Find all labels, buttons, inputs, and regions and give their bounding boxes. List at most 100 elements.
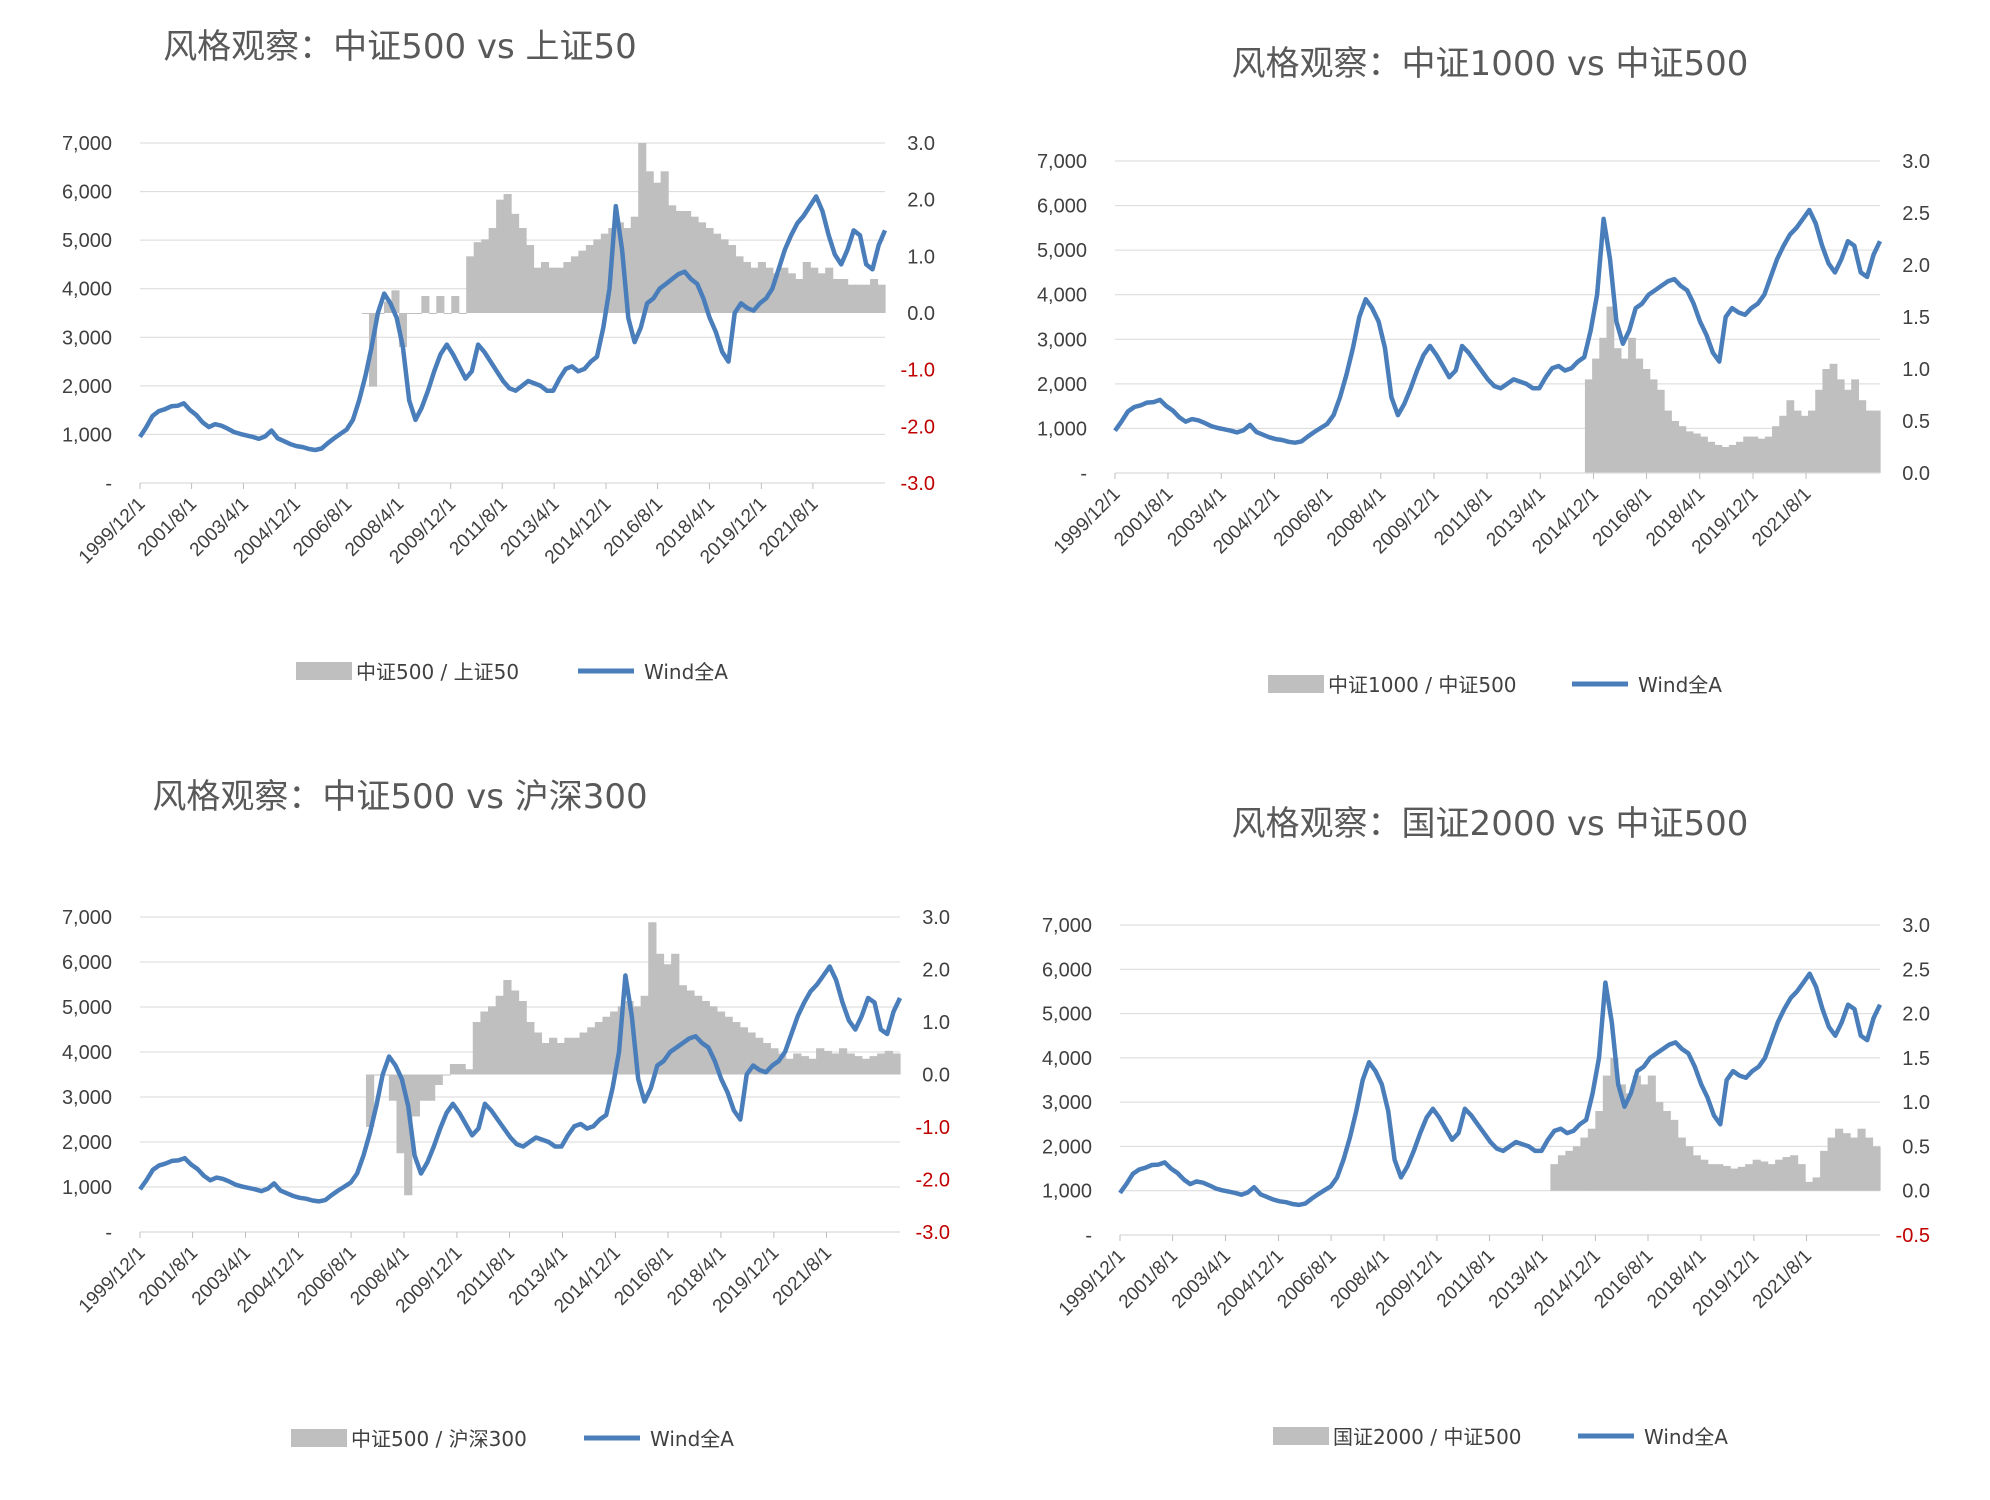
bar — [831, 1053, 840, 1075]
bar — [739, 1027, 749, 1075]
bar — [1664, 410, 1672, 473]
bar — [1805, 1181, 1814, 1191]
y-right-tick-label: 0.0 — [922, 1065, 950, 1087]
y-right-tick-label: 1.0 — [1902, 1092, 1930, 1114]
bar — [1655, 1102, 1664, 1191]
y-right-tick-label: 1.0 — [907, 246, 935, 268]
bar — [780, 267, 789, 313]
bar — [755, 1037, 764, 1075]
y-left-tick-label: 2,000 — [1042, 1136, 1092, 1158]
bar — [1557, 1155, 1566, 1191]
bar — [787, 273, 796, 313]
y-right-tick-label: 0.0 — [907, 303, 935, 325]
bar — [503, 194, 512, 313]
bar — [1722, 1165, 1731, 1191]
chart-title: 风格观察：国证2000 vs 中证500 — [1232, 804, 1749, 844]
bar — [1632, 1075, 1641, 1191]
bar — [870, 279, 879, 313]
bar — [1842, 1133, 1851, 1191]
bar — [1565, 1150, 1574, 1191]
bar — [481, 239, 490, 313]
bar — [1550, 1164, 1559, 1191]
bar — [701, 1001, 710, 1075]
y-right-tick-label: 0.5 — [1902, 411, 1930, 433]
bar — [1745, 1164, 1754, 1191]
bar — [615, 222, 624, 313]
legend-bar-swatch — [296, 662, 352, 680]
bar — [541, 1043, 550, 1075]
bar — [1714, 444, 1723, 473]
bar — [648, 922, 657, 1075]
bar — [602, 1016, 611, 1075]
bar — [884, 1050, 893, 1075]
bar — [579, 1032, 588, 1075]
y-left-tick-label: - — [105, 1222, 112, 1244]
legend-bar-swatch — [291, 1429, 347, 1447]
bar — [556, 1043, 565, 1075]
y-right-tick-label: 3.0 — [1902, 915, 1930, 937]
bar — [548, 267, 557, 313]
bar — [847, 284, 856, 313]
bar — [625, 1001, 634, 1075]
bar — [526, 1022, 535, 1075]
y-right-tick-label: 1.5 — [1902, 307, 1930, 329]
bar — [1647, 1075, 1656, 1191]
y-right-tick-label: 1.0 — [922, 1012, 950, 1034]
bar — [1822, 369, 1831, 473]
y-right-tick-label: -2.0 — [901, 416, 935, 438]
y-left-tick-label: 1,000 — [1037, 418, 1087, 440]
bar — [877, 284, 886, 313]
bar — [451, 296, 460, 313]
bar — [1721, 447, 1730, 473]
bar — [406, 313, 415, 314]
bar — [466, 256, 475, 313]
bar — [388, 1074, 398, 1101]
bar — [1865, 1137, 1874, 1191]
bar — [1829, 363, 1838, 473]
bar — [1857, 1128, 1866, 1191]
bar — [630, 216, 639, 313]
bar — [1685, 1146, 1694, 1191]
bar — [419, 1074, 428, 1101]
bar — [1730, 1168, 1739, 1191]
bar — [1775, 1159, 1784, 1191]
bar — [428, 313, 437, 314]
bar — [690, 216, 699, 313]
bar — [1662, 1111, 1671, 1191]
bar — [1827, 1137, 1836, 1191]
bar — [381, 1074, 390, 1076]
legend-line-label: Wind全A — [1644, 1425, 1728, 1449]
bar — [1584, 379, 1593, 473]
bar — [1844, 389, 1852, 473]
bar — [678, 985, 687, 1075]
legend-line-label: Wind全A — [650, 1427, 734, 1451]
bar — [1692, 1155, 1701, 1191]
bar — [705, 228, 714, 313]
bar — [750, 267, 759, 313]
y-right-tick-label: -3.0 — [901, 473, 935, 495]
bar — [1820, 1150, 1829, 1191]
bar — [683, 211, 692, 313]
bar — [1757, 438, 1766, 473]
bar — [610, 1011, 619, 1075]
bar — [817, 273, 826, 313]
y-right-tick-label: 1.5 — [1902, 1048, 1930, 1070]
bar — [747, 1032, 756, 1075]
bar — [877, 1053, 886, 1075]
bar — [510, 990, 520, 1075]
bar — [854, 1056, 863, 1075]
bar — [376, 313, 385, 314]
bar — [1617, 1084, 1626, 1191]
y-left-tick-label: 3,000 — [1042, 1092, 1092, 1114]
bar — [585, 245, 594, 313]
bar — [526, 245, 535, 313]
y-left-tick-label: 2,000 — [62, 376, 112, 398]
bar — [1812, 1177, 1821, 1191]
bar — [861, 1058, 871, 1075]
bar — [413, 313, 422, 314]
bar — [488, 1006, 497, 1075]
chart-1: 风格观察：中证500 vs 上证50 7,000 6,000 5,000 4,000 3,… — [62, 27, 935, 684]
y-left-tick-label: 7,000 — [1042, 915, 1092, 937]
bar — [892, 1053, 901, 1075]
bar — [600, 233, 609, 313]
